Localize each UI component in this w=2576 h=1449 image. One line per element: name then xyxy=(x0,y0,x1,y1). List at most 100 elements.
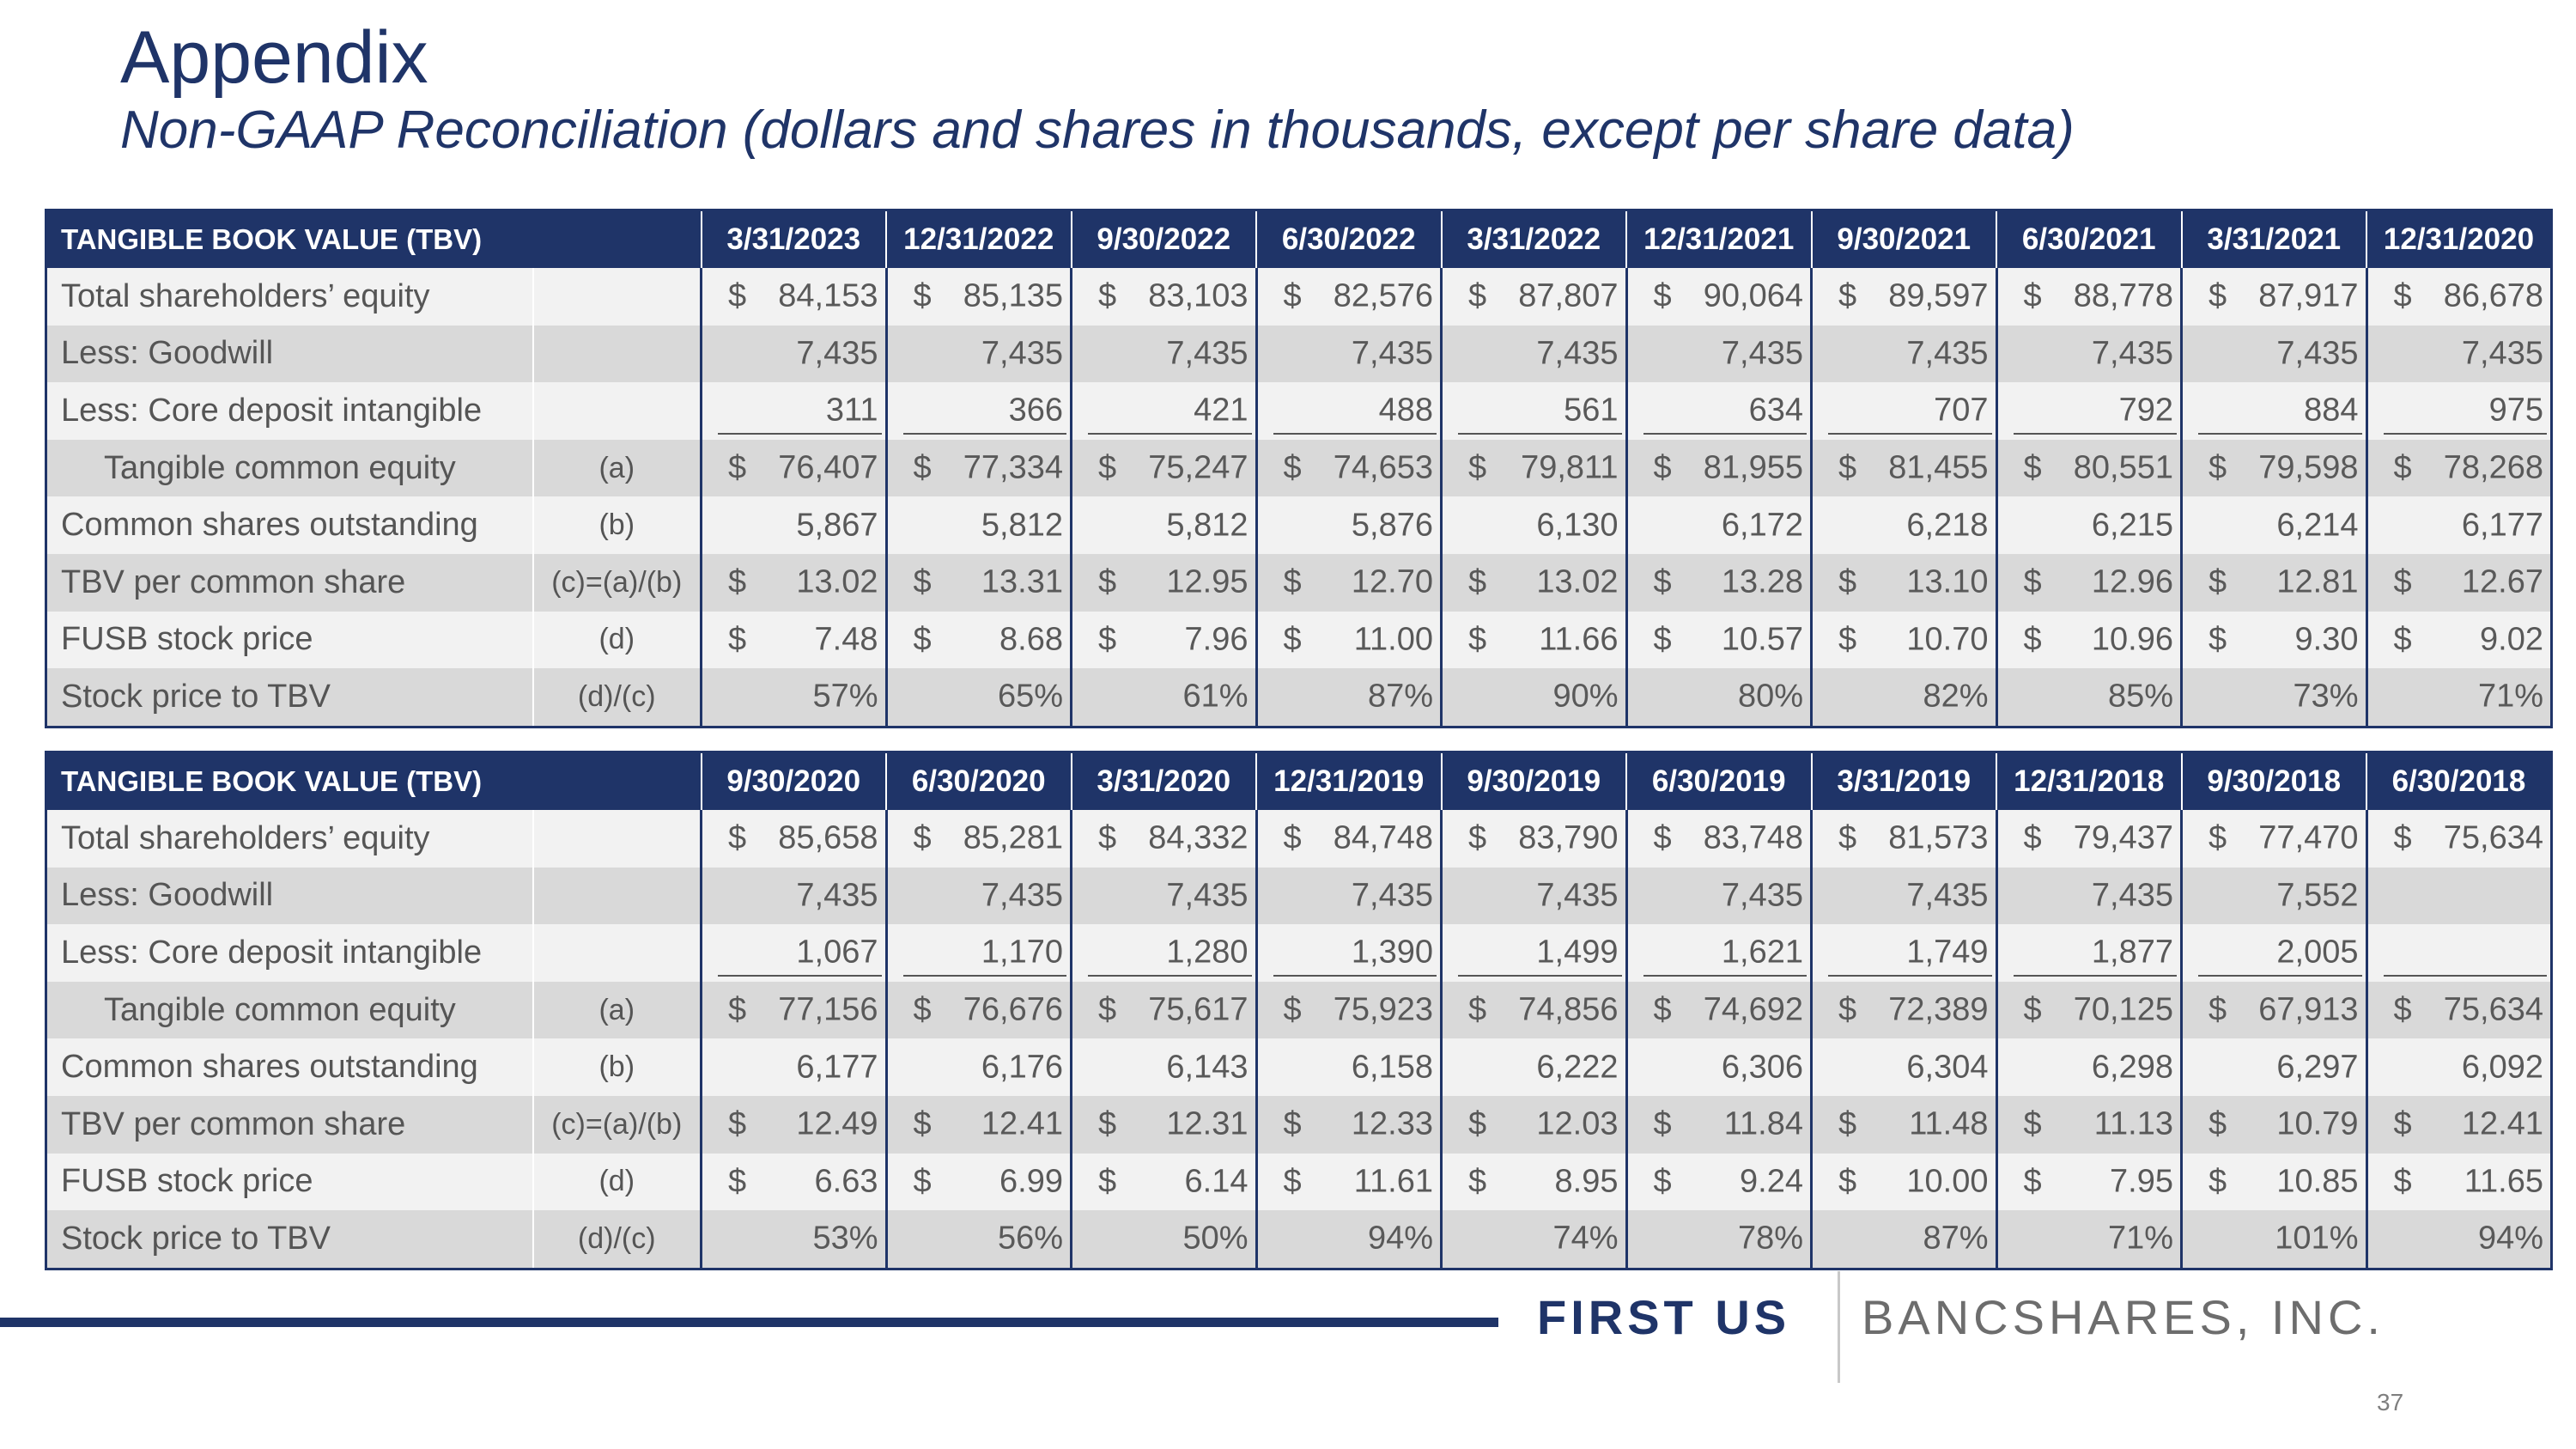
cell-value: 634 xyxy=(1748,392,1803,429)
value-cell: $11.84 xyxy=(1625,1095,1812,1154)
row-label: Common shares outstanding xyxy=(46,496,533,554)
currency-symbol: $ xyxy=(728,819,747,856)
cell-value: 1,170 xyxy=(981,934,1063,971)
table-title: TANGIBLE BOOK VALUE (TBV) xyxy=(46,210,702,268)
cell-value: 7.48 xyxy=(814,621,878,658)
value-cell: 101% xyxy=(2180,1210,2366,1269)
value-cell: $83,748 xyxy=(1625,810,1812,868)
currency-symbol: $ xyxy=(728,449,747,486)
value-cell: 7,552 xyxy=(2180,867,2366,925)
cell-value: 8.95 xyxy=(1554,1163,1619,1200)
subtotal-underline xyxy=(1458,974,1622,977)
value-cell: $87,917 xyxy=(2180,268,2366,326)
value-cell: 6,297 xyxy=(2180,1038,2366,1096)
cell-value: 10.96 xyxy=(2091,621,2173,658)
row-formula: (a) xyxy=(532,439,702,497)
value-cell: 1,280 xyxy=(1070,924,1256,982)
currency-symbol: $ xyxy=(2023,1163,2042,1200)
value-cell: 1,749 xyxy=(1810,924,1996,982)
cell-value: 6.99 xyxy=(999,1163,1063,1200)
cell-value: 1,877 xyxy=(2091,934,2173,971)
value-cell: 7,435 xyxy=(1810,867,1996,925)
cell-value: 7.95 xyxy=(2110,1163,2173,1200)
cell-value: 5,867 xyxy=(796,507,878,544)
currency-symbol: $ xyxy=(2023,819,2042,856)
value-cell: $12.81 xyxy=(2180,553,2366,612)
currency-symbol: $ xyxy=(1283,449,1302,486)
cell-value: 7,435 xyxy=(1721,877,1803,914)
value-cell: $88,778 xyxy=(1995,268,2182,326)
period-header: 12/31/2020 xyxy=(2366,210,2552,268)
value-cell: $79,437 xyxy=(1995,810,2182,868)
value-cell: 61% xyxy=(1070,668,1256,728)
value-cell: $9.30 xyxy=(2180,611,2366,669)
tbv-table-recent: TANGIBLE BOOK VALUE (TBV) 3/31/2023 12/31/… xyxy=(45,209,2553,728)
cell-value: 85,135 xyxy=(963,277,1063,314)
period-header: 3/31/2020 xyxy=(1070,752,1256,810)
value-cell: 1,877 xyxy=(1995,924,2182,982)
currency-symbol: $ xyxy=(728,1105,747,1142)
value-cell: $84,153 xyxy=(700,268,886,326)
period-header: 12/31/2022 xyxy=(885,210,1072,268)
value-cell: $12.33 xyxy=(1255,1095,1442,1154)
cell-value: 70,125 xyxy=(2073,991,2173,1028)
cell-value: 7,435 xyxy=(2276,335,2359,372)
row-label: Less: Goodwill xyxy=(46,325,533,383)
value-cell: 1,067 xyxy=(700,924,886,982)
value-cell: $11.66 xyxy=(1440,611,1626,669)
value-cell: $77,156 xyxy=(700,981,886,1039)
period-header: 6/30/2021 xyxy=(1996,210,2182,268)
cell-value: 84,748 xyxy=(1333,819,1433,856)
row-label: Common shares outstanding xyxy=(46,1038,533,1096)
cell-value: 5,812 xyxy=(981,507,1063,544)
value-cell: 7,435 xyxy=(2180,325,2366,383)
cell-value: 81,955 xyxy=(1703,449,1803,486)
value-cell: $10.57 xyxy=(1625,611,1812,669)
row-label: Less: Core deposit intangible xyxy=(46,382,533,440)
cell-value: 7,435 xyxy=(796,335,878,372)
value-cell: 6,298 xyxy=(1995,1038,2182,1096)
currency-symbol: $ xyxy=(1838,1163,1857,1200)
value-cell: $90,064 xyxy=(1625,268,1812,326)
subtotal-underline xyxy=(1643,974,1807,977)
value-cell xyxy=(2365,867,2552,925)
value-cell: 1,499 xyxy=(1440,924,1626,982)
currency-symbol: $ xyxy=(1838,563,1857,600)
cell-value: 87,917 xyxy=(2258,277,2359,314)
cell-value: 6,177 xyxy=(2461,507,2543,544)
cell-value: 79,437 xyxy=(2073,819,2173,856)
value-cell: 6,177 xyxy=(700,1038,886,1096)
cell-value: 78% xyxy=(1737,1220,1803,1257)
cell-value: 12.81 xyxy=(2276,563,2359,600)
cell-value: 6.14 xyxy=(1184,1163,1249,1200)
row-formula xyxy=(532,924,702,982)
cell-value: 6,158 xyxy=(1351,1049,1433,1086)
value-cell: $86,678 xyxy=(2365,268,2552,326)
table-row: Stock price to TBV (d)/(c) 57% 65% 61% 87% 90%… xyxy=(46,668,2552,728)
value-cell: $83,103 xyxy=(1070,268,1256,326)
cell-value: 975 xyxy=(2488,392,2543,429)
cell-value: 74% xyxy=(1552,1220,1619,1257)
cell-value: 11.84 xyxy=(1723,1105,1803,1142)
cell-value: 11.66 xyxy=(1539,621,1619,658)
table-row: Common shares outstanding (b) 5,867 5,812 5,… xyxy=(46,496,2552,554)
value-cell: $10.96 xyxy=(1995,611,2182,669)
currency-symbol: $ xyxy=(2393,563,2412,600)
value-cell: $11.65 xyxy=(2365,1153,2552,1211)
cell-value: 12.96 xyxy=(2091,563,2173,600)
value-cell: 53% xyxy=(700,1210,886,1269)
value-cell: $81,955 xyxy=(1625,439,1812,497)
row-formula: (d) xyxy=(532,1153,702,1211)
currency-symbol: $ xyxy=(728,1163,747,1200)
subtotal-underline xyxy=(2383,974,2547,977)
cell-value: 10.70 xyxy=(1906,621,1989,658)
cell-value: 2,005 xyxy=(2276,934,2359,971)
cell-value: 81,573 xyxy=(1888,819,1989,856)
cell-value: 74,856 xyxy=(1518,991,1619,1028)
value-cell: $10.79 xyxy=(2180,1095,2366,1154)
value-cell: 1,170 xyxy=(884,924,1072,982)
cell-value: 5,876 xyxy=(1351,507,1433,544)
value-cell: 7,435 xyxy=(1070,325,1256,383)
currency-symbol: $ xyxy=(1653,991,1672,1028)
subtotal-underline xyxy=(1828,974,1992,977)
